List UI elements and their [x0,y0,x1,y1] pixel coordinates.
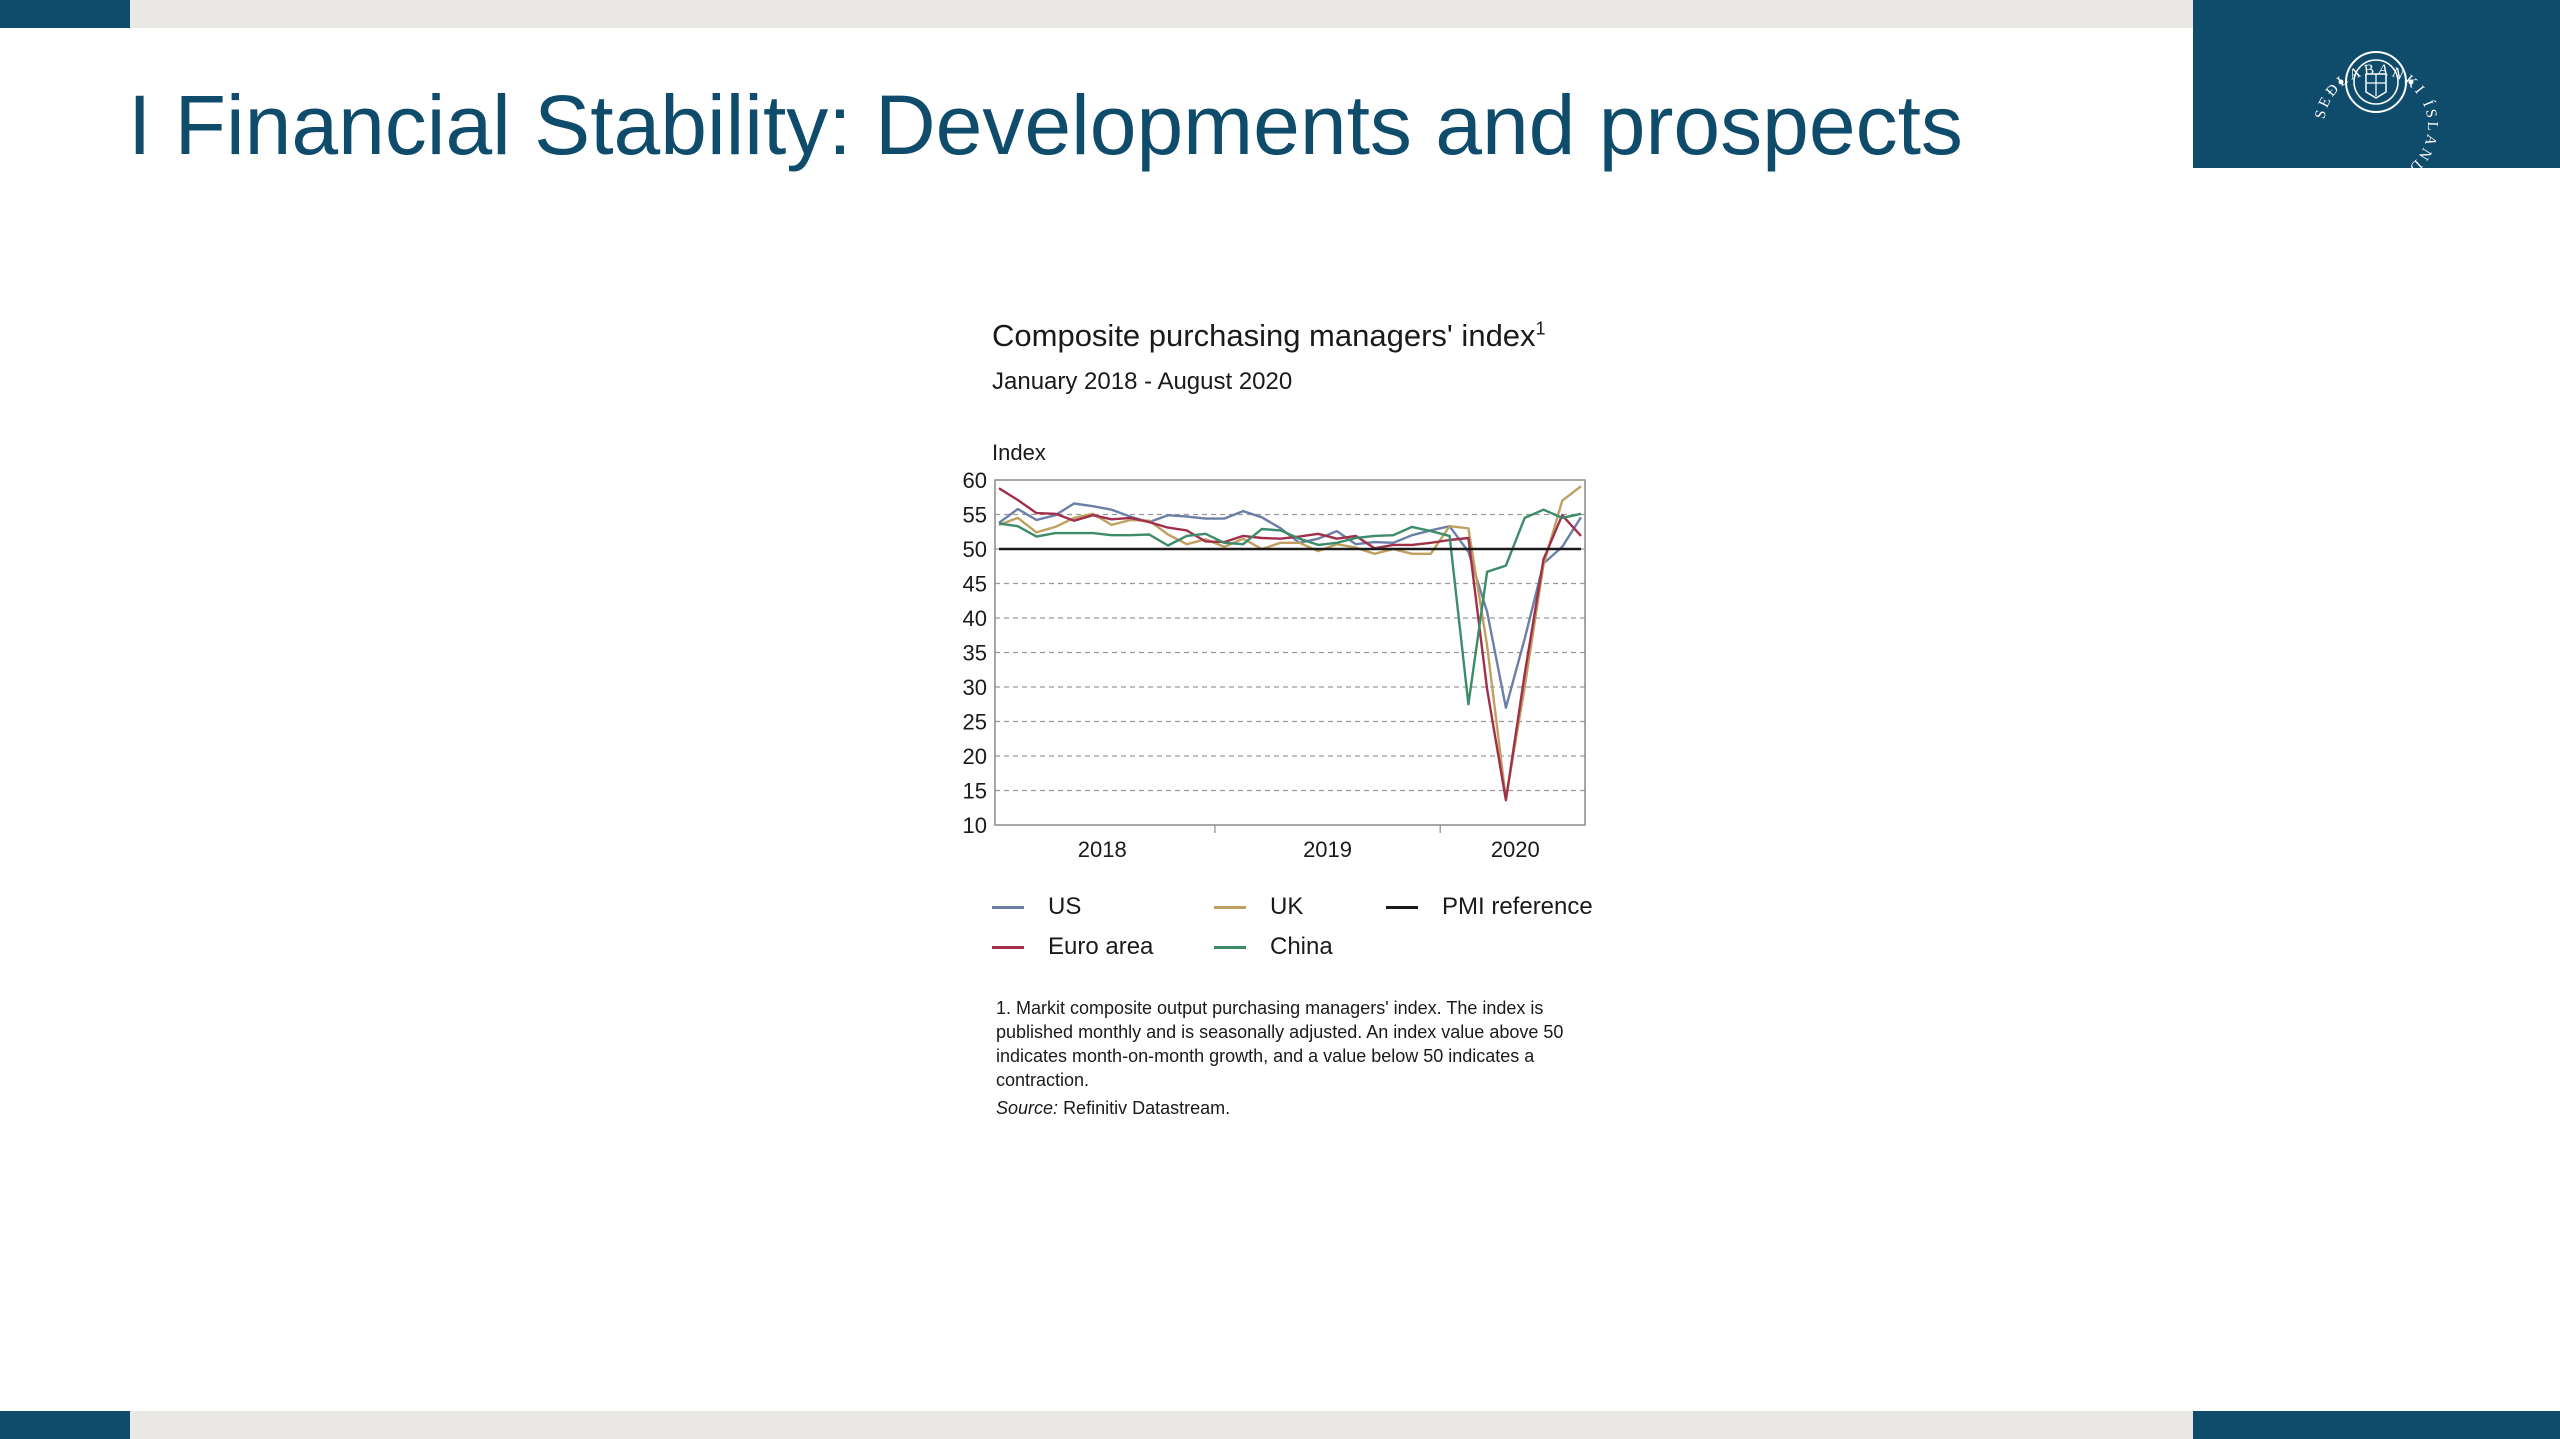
y-tick-label-30: 30 [963,675,987,700]
central-bank-seal-icon: SEÐLABANKI ÍSLANDS [2312,51,2440,168]
y-tick-labels: 10 15 20 25 30 35 40 45 50 55 60 [963,468,987,838]
y-tick-label-50: 50 [963,537,987,562]
legend-label-us: US [1048,893,1082,920]
y-tick-label-25: 25 [963,710,987,735]
source-text: Refinitiv Datastream. [1063,1098,1231,1118]
legend-item-china: China [1214,933,1333,961]
y-tick-label-15: 15 [963,779,987,804]
legend-label-uk: UK [1270,893,1304,920]
y-tick-label-20: 20 [963,744,987,769]
chart-title-text: Composite purchasing managers' index [992,318,1536,353]
bottom-accent-bar-right [2193,1411,2560,1439]
chart-legend: US UK PMI reference Euro area China [992,893,1632,983]
series-layer [998,485,1583,802]
legend-item-us: US [992,893,1081,921]
y-axis-label: Index [992,440,1046,465]
y-tick-label-45: 45 [963,572,987,597]
source-label: Source: [996,1098,1059,1118]
series-line-euro-area [998,487,1582,802]
chart-title: Composite purchasing managers' index1 [992,318,1692,354]
chart-footnote: 1. Markit composite output purchasing ma… [996,998,1564,1090]
top-band [0,0,2560,28]
y-tick-label-35: 35 [963,641,987,666]
legend-swatch-us [992,905,1024,909]
legend-item-euro-area: Euro area [992,933,1153,961]
legend-item-uk: UK [1214,893,1303,921]
x-tick-label-2020: 2020 [1491,837,1540,862]
chart-subtitle: January 2018 - August 2020 [992,368,1293,395]
logo-block: SEÐLABANKI ÍSLANDS [2193,0,2560,168]
logo-text: SEÐLABANKI ÍSLANDS [2312,62,2440,168]
chart-title-footnote-marker: 1 [1535,318,1546,339]
legend-swatch-china [1214,945,1246,949]
pmi-line-chart: Index 10 15 20 25 30 35 40 45 50 55 60 2018 2019 202… [963,440,1586,862]
bottom-accent-bar-left [0,1411,130,1439]
y-tick-label-10: 10 [963,813,987,838]
legend-label-euro-area: Euro area [1048,933,1154,960]
bottom-band [0,1411,2560,1439]
legend-label-china: China [1270,933,1333,960]
x-tick-label-2019: 2019 [1303,837,1352,862]
y-tick-label-55: 55 [963,503,987,528]
y-tick-label-60: 60 [963,468,987,493]
legend-swatch-pmi-reference [1386,905,1418,909]
plot-frame [994,479,1586,826]
top-accent-bar [0,0,130,28]
legend-swatch-euro-area [992,945,1024,949]
legend-swatch-uk [1214,905,1246,909]
y-tick-label-40: 40 [963,606,987,631]
x-tick-labels: 2018 2019 2020 [1078,825,1540,862]
chart-source: Source: Refinitiv Datastream. [996,1098,1606,1119]
x-tick-label-2018: 2018 [1078,837,1127,862]
series-line-china [998,508,1582,706]
slide-title: I Financial Stability: Developments and … [128,78,1963,172]
legend-label-pmi-reference: PMI reference [1442,893,1593,920]
legend-item-pmi-reference: PMI reference [1386,893,1593,921]
